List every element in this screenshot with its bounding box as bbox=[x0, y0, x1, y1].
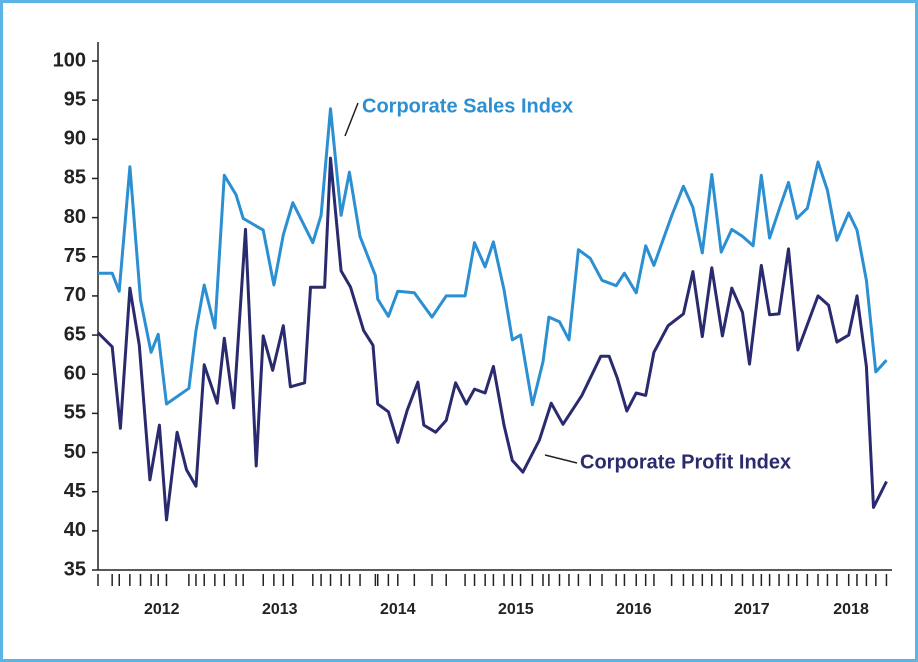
series-label: Corporate Sales Index bbox=[362, 95, 573, 117]
y-tick-label: 35 bbox=[64, 558, 86, 580]
y-tick-label: 70 bbox=[64, 284, 86, 306]
y-tick-label: 40 bbox=[64, 519, 86, 541]
x-tick-label: 2017 bbox=[734, 601, 770, 618]
series-label: Corporate Profit Index bbox=[580, 451, 791, 473]
x-tick-label: 2014 bbox=[380, 601, 416, 618]
y-tick-label: 75 bbox=[64, 245, 86, 267]
y-tick-label: 55 bbox=[64, 402, 86, 424]
leader-line bbox=[344, 102, 359, 137]
series-line bbox=[98, 107, 888, 407]
x-tick-label: 2016 bbox=[616, 601, 652, 618]
x-tick-label: 2013 bbox=[262, 601, 298, 618]
y-tick-label: 65 bbox=[64, 323, 86, 345]
y-tick-label: 60 bbox=[64, 363, 86, 385]
y-tick-label: 80 bbox=[64, 206, 86, 228]
x-tick-label: 2012 bbox=[144, 601, 180, 618]
x-tick-label: 2018 bbox=[833, 601, 869, 618]
x-tick-label: 2015 bbox=[498, 601, 534, 618]
series-line bbox=[96, 156, 888, 522]
y-tick-label: 100 bbox=[53, 49, 86, 71]
y-tick-label: 50 bbox=[64, 441, 86, 463]
y-tick-label: 90 bbox=[64, 128, 86, 150]
y-tick-label: 45 bbox=[64, 480, 86, 502]
leader-line bbox=[544, 454, 578, 464]
y-tick-label: 85 bbox=[64, 167, 86, 189]
y-tick-label: 95 bbox=[64, 88, 86, 110]
